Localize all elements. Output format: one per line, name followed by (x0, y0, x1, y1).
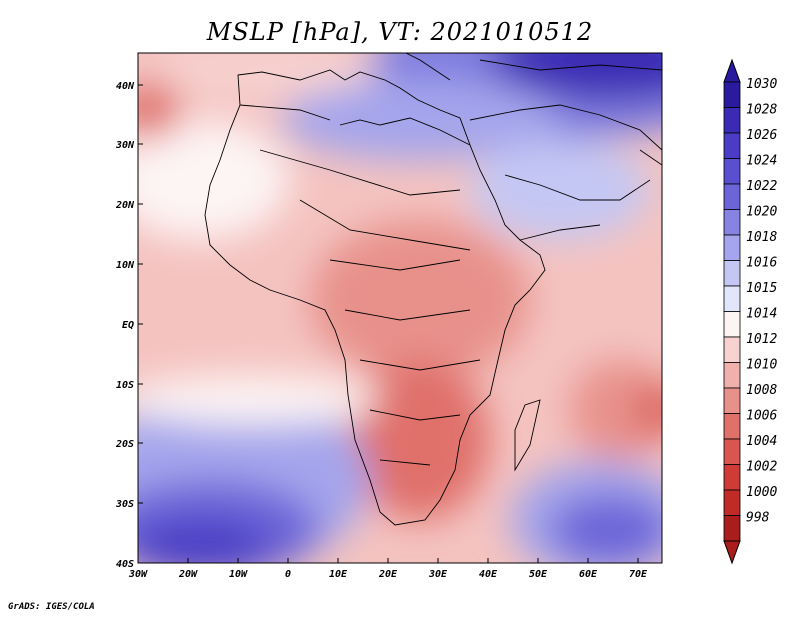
colorbar-label: 1016 (746, 256, 777, 271)
svg-text:30S: 30S (115, 499, 134, 510)
colorbar: 1030 1028 1026 1024 1022 1020 1018 1016 1015 1014… (723, 58, 777, 565)
lat-tick: 30S (115, 499, 143, 510)
colorbar-label: 1018 (746, 230, 777, 245)
colorbar-swatch (723, 489, 741, 516)
colorbar-arrow-top (723, 58, 741, 83)
svg-text:30E: 30E (428, 569, 448, 580)
svg-text:20W: 20W (178, 569, 198, 580)
colorbar-label: 1014 (746, 307, 777, 322)
lon-tick: 20E (378, 558, 398, 580)
colorbar-swatch (723, 81, 741, 108)
colorbar-swatch (723, 107, 741, 134)
colorbar-swatch (723, 464, 741, 491)
svg-text:40S: 40S (116, 559, 134, 570)
colorbar-swatch (723, 311, 741, 338)
lon-tick: 70E (629, 558, 648, 580)
colorbar-label: 1004 (746, 434, 777, 449)
lon-tick: 30E (428, 558, 448, 580)
colorbar-label: 1026 (746, 128, 777, 143)
colorbar-label: 1012 (746, 332, 777, 347)
svg-text:60E: 60E (579, 569, 598, 580)
colorbar-label: 1024 (746, 154, 777, 169)
svg-text:0: 0 (285, 569, 291, 580)
colorbar-swatch (723, 362, 741, 389)
svg-text:70E: 70E (629, 569, 648, 580)
lat-axis: 40N 30N 20N 10N EQ 10S 20S 30S 40S (115, 81, 143, 570)
lon-tick: 0 (285, 558, 291, 580)
lat-tick: EQ (122, 320, 143, 331)
colorbar-arrow-bottom (723, 540, 741, 565)
colorbar-label: 1008 (746, 383, 777, 398)
lon-tick: 10E (329, 558, 348, 580)
colorbar-swatch (723, 183, 741, 210)
svg-text:EQ: EQ (122, 320, 134, 331)
svg-text:50E: 50E (529, 569, 548, 580)
lon-tick: 30W (128, 558, 148, 580)
colorbar-swatch (723, 438, 741, 465)
colorbar-label: 1006 (746, 409, 777, 424)
colorbar-label: 998 (746, 511, 770, 526)
lat-tick: 20N (115, 200, 143, 211)
colorbar-label: 1030 (746, 77, 777, 92)
lon-tick: 20W (178, 558, 198, 580)
colorbar-swatch (723, 285, 741, 312)
colorbar-swatch (723, 515, 741, 542)
lat-tick: 40N (116, 81, 143, 92)
colorbar-swatch (723, 387, 741, 414)
colorbar-swatch (723, 132, 741, 159)
svg-text:20N: 20N (115, 200, 135, 211)
svg-text:30N: 30N (115, 140, 135, 151)
colorbar-label: 1028 (746, 103, 777, 118)
lon-tick: 40E (479, 558, 498, 580)
svg-text:10E: 10E (329, 569, 348, 580)
pressure-field (138, 53, 662, 563)
coastlines (204, 53, 662, 526)
svg-text:10W: 10W (229, 569, 248, 580)
colorbar-swatch (723, 234, 741, 261)
svg-text:10S: 10S (116, 380, 134, 391)
lat-tick: 40S (116, 559, 143, 570)
svg-text:40E: 40E (479, 569, 498, 580)
credit-text: GrADS: IGES/COLA (8, 602, 95, 612)
colorbar-label: 1000 (746, 485, 777, 500)
lat-tick: 10S (116, 380, 143, 391)
colorbar-swatch (723, 413, 741, 440)
svg-text:40N: 40N (116, 81, 135, 92)
colorbar-label: 1020 (746, 205, 777, 220)
map-frame (137, 52, 663, 564)
lon-tick: 10W (229, 558, 248, 580)
lon-axis: 30W 20W 10W 0 10E 20E 30E 40E 50E 60E 70… (128, 558, 648, 580)
colorbar-swatch (723, 209, 741, 236)
lat-tick: 30N (115, 140, 143, 151)
map-title: MSLP [hPa], VT: 2021010512 (206, 18, 594, 46)
colorbar-label: 1010 (746, 358, 777, 373)
svg-text:20S: 20S (115, 439, 134, 450)
colorbar-label: 1015 (746, 281, 777, 296)
colorbar-swatch (723, 260, 741, 287)
lat-tick: 10N (116, 260, 143, 271)
colorbar-swatch (723, 158, 741, 185)
svg-text:20E: 20E (378, 569, 398, 580)
colorbar-label: 1022 (746, 179, 777, 194)
colorbar-label: 1002 (746, 460, 777, 475)
lat-tick: 20S (115, 439, 143, 450)
lon-tick: 60E (579, 558, 598, 580)
svg-text:30W: 30W (128, 569, 148, 580)
colorbar-swatch (723, 336, 741, 363)
lon-tick: 50E (529, 558, 548, 580)
svg-text:10N: 10N (116, 260, 135, 271)
